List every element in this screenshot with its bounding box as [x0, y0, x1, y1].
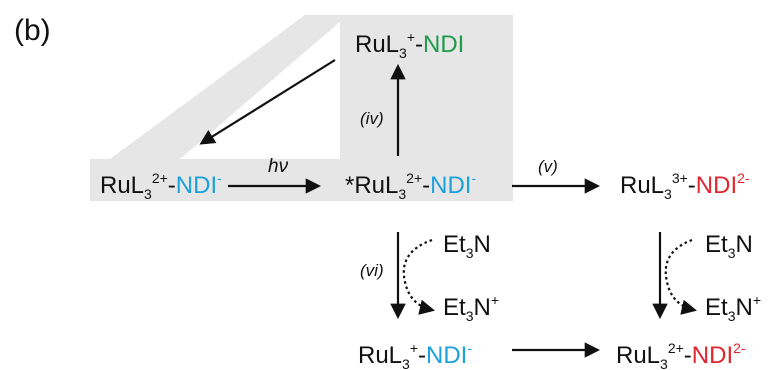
step-label-vi: (vi) — [360, 261, 384, 280]
species-ru: RuL — [358, 342, 403, 369]
species-ru: *RuL — [345, 172, 399, 199]
species-sep: - — [683, 342, 692, 369]
species-ru: RuL — [100, 172, 145, 199]
species-ndi: NDI — [426, 342, 468, 369]
species-ndi-charge: 2- — [737, 170, 750, 186]
species-sub: 3 — [402, 356, 410, 370]
species-charge: + — [409, 340, 419, 356]
step-label-v: (v) — [538, 157, 558, 176]
step-label-iv: (iv) — [360, 109, 384, 128]
donor-sub: 3 — [727, 245, 736, 261]
species-sep: - — [418, 342, 427, 369]
species-charge: 2+ — [151, 170, 168, 186]
donor-charge: + — [490, 292, 500, 308]
species-ndi: NDI — [430, 172, 472, 199]
species-charge: 2+ — [406, 170, 423, 186]
donor-sub: 3 — [465, 245, 474, 261]
donor-et3n-right: Et3N — [705, 231, 753, 261]
donor-base: Et — [443, 294, 466, 321]
species-charge: + — [406, 29, 416, 45]
species-charge: 3+ — [671, 170, 688, 186]
species-rul3-plus-ndi: RuL3+-NDI — [355, 30, 465, 60]
arrow-donor-curve-right — [664, 238, 698, 315]
species-ru: RuL — [355, 31, 400, 58]
species-rul3-plus-ndi-minus: RuL3+-NDI- — [358, 341, 472, 370]
species-sub: 3 — [660, 356, 668, 370]
species-ru: RuL — [620, 172, 665, 199]
donor-et3n-plus-right: Et3N+ — [705, 293, 761, 323]
panel-label: (b) — [14, 14, 51, 47]
donor-et3n-plus-left: Et3N+ — [443, 293, 499, 323]
species-ndi: NDI — [695, 172, 738, 199]
species-ndi: NDI — [423, 31, 465, 58]
species-ndi-charge: - — [471, 170, 477, 186]
donor-sub: 3 — [727, 308, 736, 324]
species-sep: - — [687, 172, 696, 199]
species-ndi: NDI — [691, 342, 734, 369]
species-charge: 2+ — [667, 340, 684, 356]
species-rul3-3plus-ndi-2minus: RuL33+-NDI2- — [620, 171, 750, 201]
step-label-hv: hν — [268, 156, 289, 177]
species-rul3-2plus-ndi-minus: RuL32+-NDI- — [100, 171, 222, 201]
donor-base: Et — [705, 231, 728, 258]
species-sep: - — [415, 31, 424, 58]
donor-base: Et — [443, 231, 466, 258]
donor-tail: N — [735, 294, 753, 321]
species-ru: RuL — [616, 342, 661, 369]
donor-et3n-left: Et3N — [443, 231, 491, 261]
donor-tail: N — [473, 231, 491, 258]
species-sub: 3 — [399, 45, 407, 61]
species-sub: 3 — [398, 186, 407, 202]
species-ndi: NDI — [175, 172, 218, 199]
species-ndi-charge: 2- — [733, 340, 746, 356]
arrow-back-electron-transfer — [199, 59, 336, 145]
donor-base: Et — [705, 294, 728, 321]
species-sep: - — [167, 172, 176, 199]
species-sep: - — [422, 172, 431, 199]
species-sub: 3 — [144, 186, 152, 202]
shade-left-box — [90, 159, 342, 201]
shade-top-box — [340, 15, 513, 201]
donor-sub: 3 — [465, 308, 474, 324]
donor-tail: N — [473, 294, 491, 321]
species-excited-state: *RuL32+-NDI- — [345, 171, 476, 201]
donor-charge: + — [752, 292, 762, 308]
species-sub: 3 — [664, 186, 672, 202]
species-ndi-charge: - — [467, 340, 473, 356]
species-ndi-charge: - — [217, 170, 222, 186]
donor-tail: N — [735, 231, 753, 258]
arrow-donor-curve-left — [402, 238, 436, 315]
species-rul3-2plus-ndi-2minus: RuL32+-NDI2- — [616, 341, 746, 370]
